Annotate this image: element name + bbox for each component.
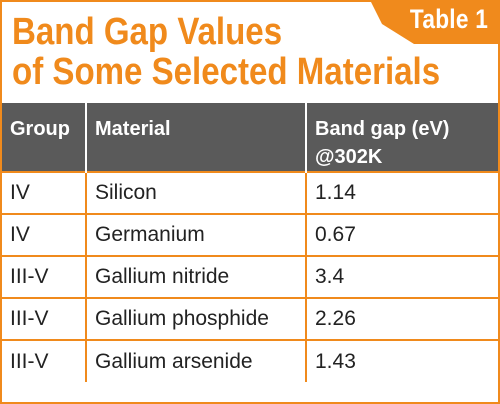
band-gap-table: Group Material Band gap (eV) @302K IV Si… <box>2 103 498 382</box>
table-number-label: Table 1 <box>409 4 488 34</box>
table-row: III-V Gallium nitride 3.4 <box>2 255 498 298</box>
cell-material: Gallium phosphide <box>85 297 306 340</box>
cell-band-gap: 1.43 <box>305 339 498 382</box>
cell-group: IV <box>2 171 86 214</box>
cell-band-gap: 2.26 <box>305 297 498 340</box>
table-row: III-V Gallium arsenide 1.43 <box>2 339 498 382</box>
table-title: Band Gap Values of Some Selected Materia… <box>12 12 499 92</box>
cell-group: III-V <box>2 339 86 382</box>
cell-band-gap: 0.67 <box>305 213 498 256</box>
header-row: Group Material Band gap (eV) @302K <box>2 103 498 172</box>
cell-band-gap: 1.14 <box>305 171 498 214</box>
cell-material: Silicon <box>85 171 306 214</box>
table-row: IV Silicon 1.14 <box>2 171 498 214</box>
header-group: Group <box>2 103 86 172</box>
cell-group: IV <box>2 213 86 256</box>
cell-group: III-V <box>2 255 86 298</box>
title-line-2: of Some Selected Materials <box>12 51 441 93</box>
cell-material: Germanium <box>85 213 306 256</box>
cell-band-gap: 3.4 <box>305 255 498 298</box>
cell-material: Gallium arsenide <box>85 339 306 382</box>
header-band-gap: Band gap (eV) @302K <box>305 103 498 172</box>
header-band-gap-line-1: Band gap (eV) <box>315 118 450 140</box>
table-row: IV Germanium 0.67 <box>2 213 498 256</box>
title-line-1: Band Gap Values <box>12 11 283 53</box>
table-row: III-V Gallium phosphide 2.26 <box>2 297 498 340</box>
cell-group: III-V <box>2 297 86 340</box>
cell-material: Gallium nitride <box>85 255 306 298</box>
header-material: Material <box>85 103 306 172</box>
header-band-gap-line-2: @302K <box>315 146 383 168</box>
